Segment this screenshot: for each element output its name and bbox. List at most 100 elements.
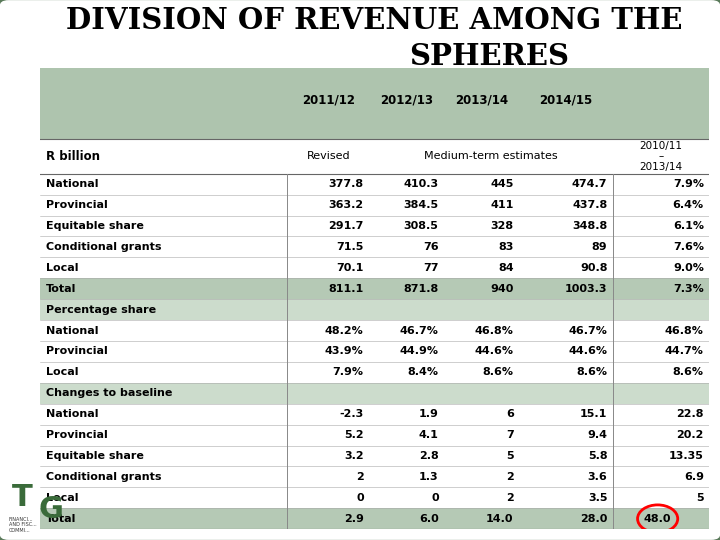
Text: 7.9%: 7.9%: [333, 367, 364, 377]
Text: 4.1: 4.1: [419, 430, 438, 440]
Text: 84: 84: [498, 263, 513, 273]
Bar: [40, 139, 709, 174]
Text: 46.7%: 46.7%: [569, 326, 608, 335]
Text: SPHERES: SPHERES: [410, 42, 570, 71]
Text: Total: Total: [46, 284, 76, 294]
Text: 348.8: 348.8: [572, 221, 608, 231]
Text: 8.6%: 8.6%: [577, 367, 608, 377]
Text: 1.3: 1.3: [419, 472, 438, 482]
Text: 90.8: 90.8: [580, 263, 608, 273]
Text: Equitable share: Equitable share: [46, 451, 144, 461]
Text: 13.35: 13.35: [669, 451, 704, 461]
Text: 0: 0: [431, 493, 438, 503]
Text: 1.9: 1.9: [419, 409, 438, 419]
Text: National: National: [46, 409, 99, 419]
Text: 46.8%: 46.8%: [665, 326, 704, 335]
Text: 3.6: 3.6: [588, 472, 608, 482]
Text: 2.9: 2.9: [344, 514, 364, 524]
Text: 2: 2: [506, 493, 513, 503]
Text: 940: 940: [490, 284, 513, 294]
Text: 308.5: 308.5: [404, 221, 438, 231]
Text: 5: 5: [506, 451, 513, 461]
Text: 2013/14: 2013/14: [455, 93, 508, 106]
Bar: [40, 237, 709, 258]
Text: Conditional grants: Conditional grants: [46, 472, 162, 482]
Text: 363.2: 363.2: [328, 200, 364, 210]
Bar: [40, 404, 709, 424]
Text: 5.2: 5.2: [344, 430, 364, 440]
Text: 1003.3: 1003.3: [565, 284, 608, 294]
Text: 5.8: 5.8: [588, 451, 608, 461]
Text: 70.1: 70.1: [336, 263, 364, 273]
Bar: [40, 194, 709, 215]
Text: 44.6%: 44.6%: [568, 347, 608, 356]
Text: FINANCI...
AND FISC...
COMMI...: FINANCI... AND FISC... COMMI...: [9, 516, 36, 533]
Text: 0: 0: [356, 493, 364, 503]
Text: 328: 328: [490, 221, 513, 231]
Bar: [40, 362, 709, 383]
Text: Conditional grants: Conditional grants: [46, 242, 162, 252]
Text: 377.8: 377.8: [328, 179, 364, 189]
Text: 20.2: 20.2: [677, 430, 704, 440]
Text: 44.7%: 44.7%: [665, 347, 704, 356]
Text: Changes to baseline: Changes to baseline: [46, 388, 173, 399]
Text: 6.1%: 6.1%: [673, 221, 704, 231]
Text: 474.7: 474.7: [572, 179, 608, 189]
Text: 2014/15: 2014/15: [539, 93, 593, 106]
Bar: [40, 258, 709, 278]
Text: 2.8: 2.8: [419, 451, 438, 461]
Text: 7.6%: 7.6%: [673, 242, 704, 252]
Text: 46.8%: 46.8%: [474, 326, 513, 335]
Text: 83: 83: [498, 242, 513, 252]
Text: 7.3%: 7.3%: [673, 284, 704, 294]
Text: 77: 77: [423, 263, 438, 273]
Bar: [40, 174, 709, 194]
Text: 15.1: 15.1: [580, 409, 608, 419]
Text: 410.3: 410.3: [403, 179, 438, 189]
Text: 22.8: 22.8: [676, 409, 704, 419]
Bar: [40, 320, 709, 341]
Text: 3.2: 3.2: [344, 451, 364, 461]
Bar: [40, 508, 709, 529]
Text: 411: 411: [490, 200, 513, 210]
Text: 7.9%: 7.9%: [673, 179, 704, 189]
Text: 6.4%: 6.4%: [672, 200, 704, 210]
Text: 6: 6: [506, 409, 513, 419]
Text: 437.8: 437.8: [572, 200, 608, 210]
Text: Provincial: Provincial: [46, 347, 108, 356]
Text: 291.7: 291.7: [328, 221, 364, 231]
Text: 2010/11
–
2013/14: 2010/11 – 2013/14: [639, 140, 683, 172]
Text: 2011/12: 2011/12: [302, 93, 355, 106]
Bar: [40, 446, 709, 467]
Text: Provincial: Provincial: [46, 200, 108, 210]
Text: 9.4: 9.4: [588, 430, 608, 440]
Text: 3.5: 3.5: [588, 493, 608, 503]
Bar: [40, 215, 709, 237]
Text: 48.2%: 48.2%: [325, 326, 364, 335]
Text: -2.3: -2.3: [339, 409, 364, 419]
Text: 89: 89: [592, 242, 608, 252]
Text: 5: 5: [696, 493, 704, 503]
Text: 28.0: 28.0: [580, 514, 608, 524]
Text: 43.9%: 43.9%: [325, 347, 364, 356]
Text: 2: 2: [506, 472, 513, 482]
Text: Medium-term estimates: Medium-term estimates: [424, 151, 558, 161]
Text: DIVISION OF REVENUE AMONG THE: DIVISION OF REVENUE AMONG THE: [66, 6, 683, 35]
Text: 14.0: 14.0: [486, 514, 513, 524]
Text: 2012/13: 2012/13: [380, 93, 433, 106]
Bar: [40, 424, 709, 445]
Text: 2: 2: [356, 472, 364, 482]
Bar: [40, 299, 709, 320]
Text: 8.4%: 8.4%: [408, 367, 438, 377]
Text: 76: 76: [423, 242, 438, 252]
Text: 8.6%: 8.6%: [482, 367, 513, 377]
Text: 48.0: 48.0: [644, 514, 671, 524]
Text: R billion: R billion: [46, 150, 100, 163]
Text: Local: Local: [46, 263, 78, 273]
Text: Provincial: Provincial: [46, 430, 108, 440]
Text: 384.5: 384.5: [403, 200, 438, 210]
Bar: [40, 341, 709, 362]
Text: 44.6%: 44.6%: [474, 347, 513, 356]
Bar: [40, 467, 709, 488]
Text: National: National: [46, 179, 99, 189]
